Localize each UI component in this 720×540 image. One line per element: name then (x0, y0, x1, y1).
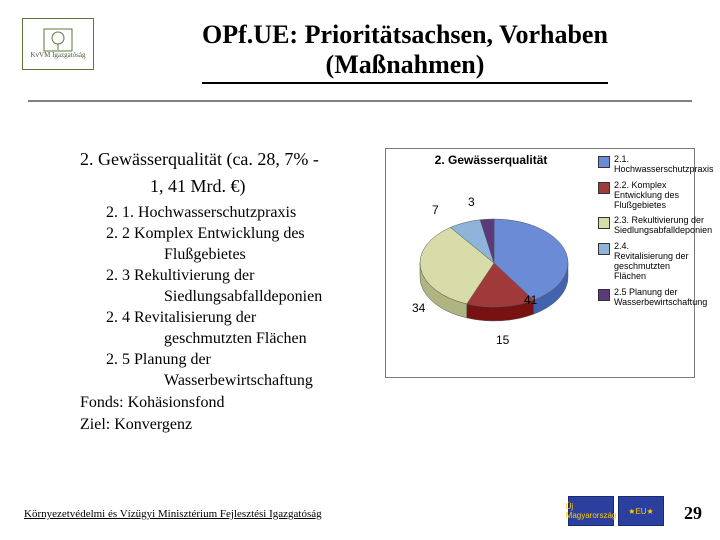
legend-swatch (598, 217, 610, 229)
slide-title: OPf.UE: Prioritätsachsen, Vorhaben (Maßn… (202, 20, 608, 84)
footer-logos: Új Magyarország ★EU★ (568, 496, 664, 526)
section-amount: 1, 41 Mrd. €) (80, 175, 380, 198)
list-item-sub: Siedlungsabfalldeponien (106, 287, 380, 307)
title-line-2: (Maßnahmen) (326, 50, 485, 79)
footer-text: Környezetvédelmi és Vízügyi Minisztérium… (24, 508, 322, 520)
pie-value-label: 41 (524, 293, 537, 307)
list-item-sub: Wasserbewirtschaftung (106, 371, 380, 391)
legend-swatch (598, 243, 610, 255)
pie-value-label: 3 (468, 195, 475, 209)
legend-swatch (598, 182, 610, 194)
fonds-line: Fonds: Kohäsionsfond (80, 393, 380, 413)
org-logo-text: KvVM Igazgatóság (30, 52, 85, 60)
ziel-line: Ziel: Konvergenz (80, 415, 380, 435)
pie-value-label: 34 (412, 301, 425, 315)
list-item-sub: geschmutzten Flächen (106, 329, 380, 349)
title-line-1: OPf.UE: Prioritätsachsen, Vorhaben (202, 20, 608, 49)
legend-item: 2.3. Rekultivierung der Siedlungsabfalld… (598, 216, 690, 236)
org-logo: KvVM Igazgatóság (22, 18, 94, 70)
pie-value-label: 7 (432, 203, 439, 217)
footer-logo-eu: ★EU★ (618, 496, 664, 526)
list-item: 2. 3 Rekultivierung der (106, 266, 380, 286)
slide: KvVM Igazgatóság OPf.UE: Prioritätsachse… (0, 0, 720, 540)
list-item: 2. 5 Planung der (106, 350, 380, 370)
body-text: 2. Gewässerqualität (ca. 28, 7% - 1, 41 … (80, 148, 380, 435)
title-underline-shadow (28, 94, 692, 102)
list-item: 2. 2 Komplex Entwicklung des (106, 224, 380, 244)
list-item: 2. 1. Hochwasserschutzpraxis (106, 203, 380, 223)
title-block: OPf.UE: Prioritätsachsen, Vorhaben (Maßn… (120, 20, 690, 84)
legend-swatch (598, 289, 610, 301)
legend-swatch (598, 156, 610, 168)
legend-item: 2.1. Hochwasserschutzpraxis (598, 155, 690, 175)
section-heading: 2. Gewässerqualität (ca. 28, 7% - (80, 148, 380, 171)
legend-label: 2.2. Komplex Entwicklung des Flußgebiete… (614, 181, 690, 211)
list-item-sub: Flußgebietes (106, 245, 380, 265)
chart-box: 2. Gewässerqualität 41 15 34 7 3 2.1. Hochwa… (385, 148, 695, 378)
legend-item: 2.2. Komplex Entwicklung des Flußgebiete… (598, 181, 690, 211)
legend-label: 2.5 Planung der Wasserbewirtschaftung (614, 288, 707, 308)
pie-chart: 41 15 34 7 3 (404, 183, 584, 353)
chart-container: 2. Gewässerqualität 41 15 34 7 3 2.1. Hochwa… (385, 148, 695, 378)
legend-item: 2.4. Revitalisierung der geschmutzten Fl… (598, 242, 690, 282)
pie-value-label: 15 (496, 333, 509, 347)
legend-label: 2.4. Revitalisierung der geschmutzten Fl… (614, 242, 690, 282)
list-item: 2. 4 Revitalisierung der (106, 308, 380, 328)
legend-item: 2.5 Planung der Wasserbewirtschaftung (598, 288, 690, 308)
chart-legend: 2.1. Hochwasserschutzpraxis 2.2. Komplex … (598, 155, 690, 314)
chart-title: 2. Gewässerqualität (386, 153, 596, 167)
legend-label: 2.1. Hochwasserschutzpraxis (614, 155, 714, 175)
footer-logo-program: Új Magyarország (568, 496, 614, 526)
item-list: 2. 1. Hochwasserschutzpraxis2. 2 Komplex… (80, 203, 380, 391)
legend-label: 2.3. Rekultivierung der Siedlungsabfalld… (614, 216, 712, 236)
page-number: 29 (684, 503, 702, 524)
